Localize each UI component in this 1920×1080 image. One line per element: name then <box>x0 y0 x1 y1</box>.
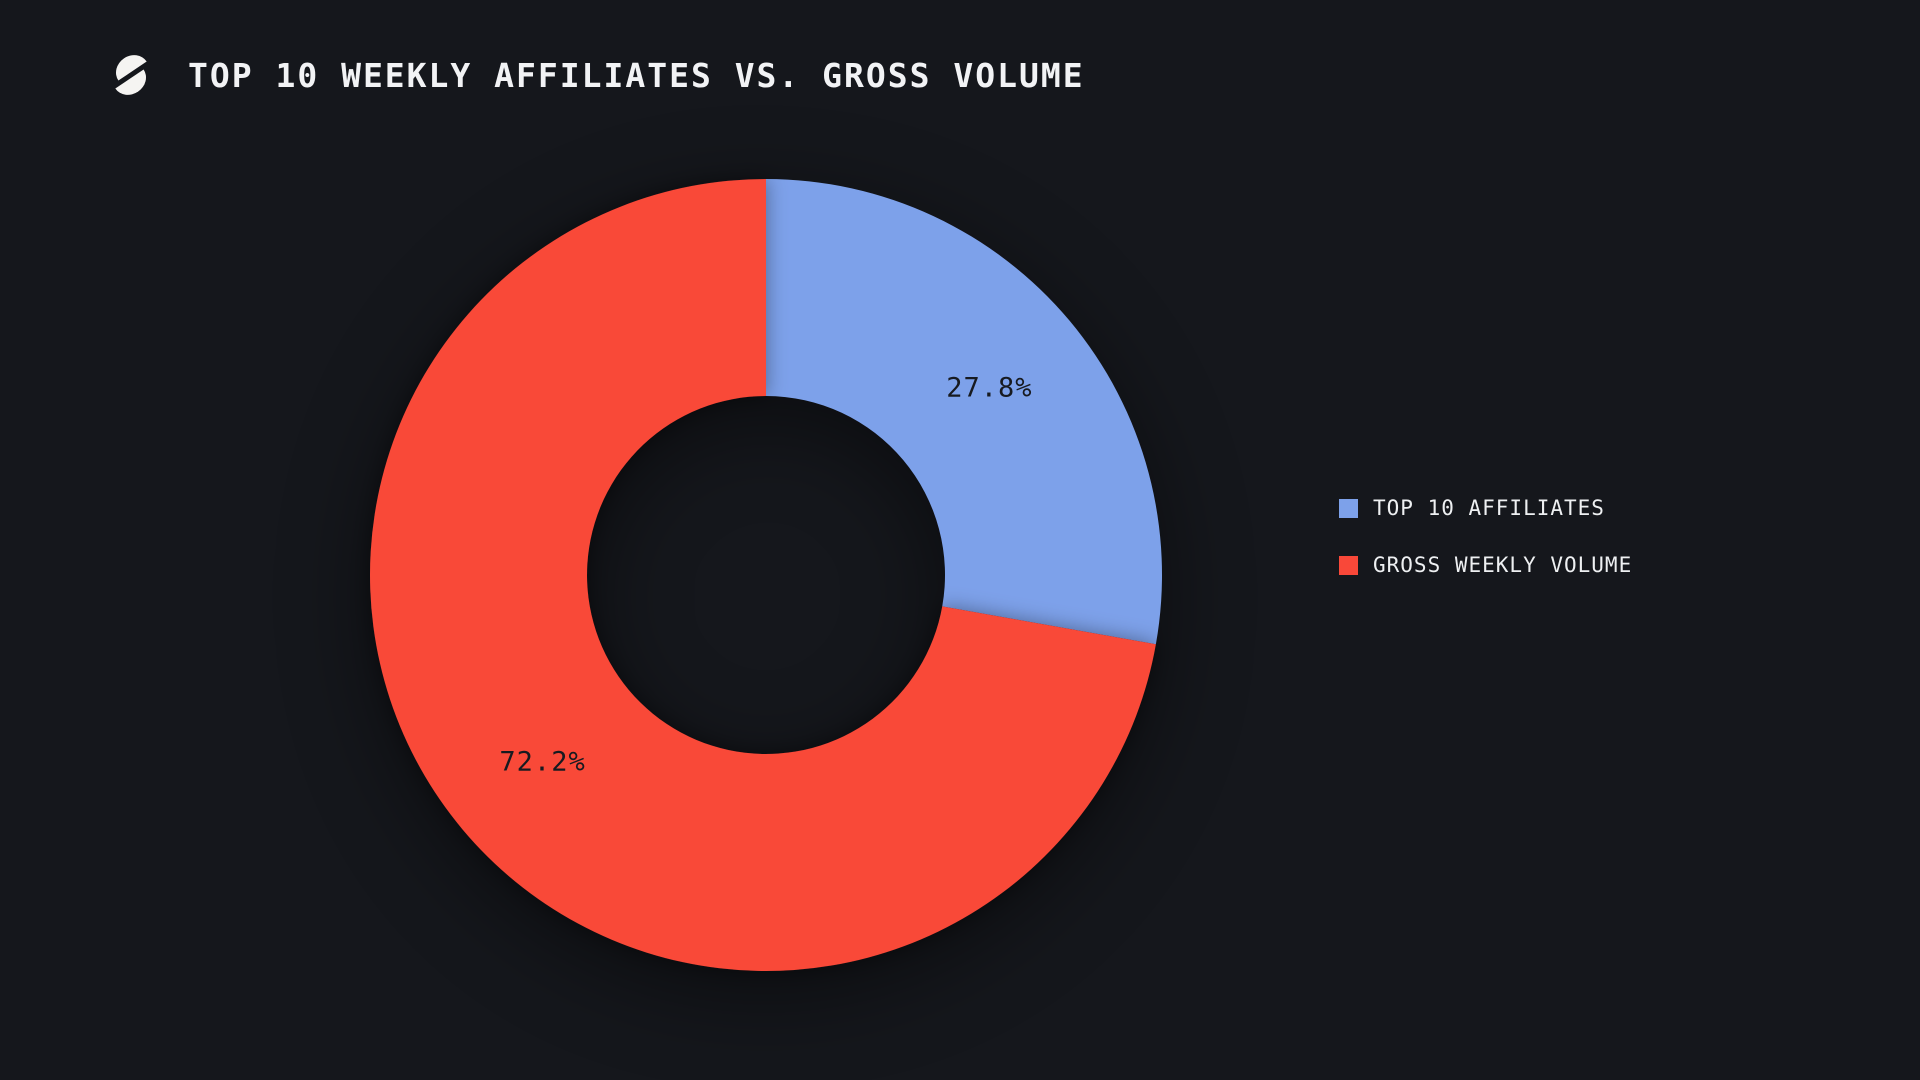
legend-label: TOP 10 AFFILIATES <box>1373 496 1605 520</box>
legend-swatch-blue <box>1339 498 1358 518</box>
legend-item-gross-weekly-volume[interactable]: GROSS WEEKLY VOLUME <box>1339 553 1632 577</box>
donut-slice-0[interactable] <box>766 179 1163 645</box>
legend-swatch-red <box>1339 555 1358 575</box>
header: TOP 10 WEEKLY AFFILIATES VS. GROSS VOLUM… <box>110 52 1085 98</box>
donut-slice-1[interactable] <box>370 179 1156 971</box>
legend-label: GROSS WEEKLY VOLUME <box>1373 553 1633 577</box>
brand-logo-icon <box>115 55 147 95</box>
page-title: TOP 10 WEEKLY AFFILIATES VS. GROSS VOLUM… <box>188 55 1085 95</box>
chart-legend: TOP 10 AFFILIATES GROSS WEEKLY VOLUME <box>1339 496 1632 577</box>
legend-item-top-10-affiliates[interactable]: TOP 10 AFFILIATES <box>1339 496 1632 520</box>
